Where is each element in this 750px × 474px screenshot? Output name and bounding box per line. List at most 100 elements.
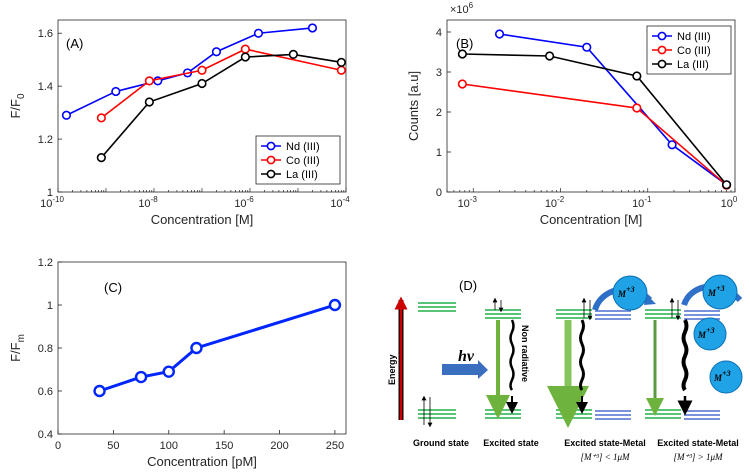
panel-b-multiplier: ×106 xyxy=(450,1,474,16)
panel-b-point xyxy=(457,49,467,59)
panel-a-point xyxy=(61,110,72,120)
panel-d-label: (D) xyxy=(459,278,477,293)
panel-a-point xyxy=(240,44,250,54)
panel-c-xlabel: Concentration [pM] xyxy=(147,454,257,469)
metal-ion-label-high-2: M+3 xyxy=(697,326,715,340)
panel-a-legend: Nd (III) Co (III) La (III) xyxy=(255,135,341,185)
panel-a-ytick-label: 1.2 xyxy=(38,134,53,146)
panel-c-label: (C) xyxy=(104,280,122,295)
legend-entry-label: La (III) xyxy=(286,169,318,181)
panel-a-point xyxy=(307,23,318,33)
panel-b-label: (B) xyxy=(456,36,473,51)
caption-ground-state: Ground state xyxy=(413,438,469,448)
panel-b-xtick-label: 10-2 xyxy=(545,195,565,210)
legend-swatch-marker xyxy=(266,169,276,179)
caption-excited-metal-high-condition: [M⁺³] > 1μM xyxy=(673,452,723,462)
panel-c-point xyxy=(328,298,342,312)
energy-label: Energy xyxy=(387,354,397,385)
panel-a-xtick-label: 10-8 xyxy=(138,195,158,210)
panel-a-point xyxy=(288,49,298,60)
panel-a-ylabel-sub: 0 xyxy=(16,93,27,99)
panel-c-xtick-label: 50 xyxy=(107,440,119,452)
non-radiative-label: Non radiative xyxy=(520,325,530,382)
svg-text:F/Fm: F/Fm xyxy=(8,334,27,362)
svg-text:F/F0: F/F0 xyxy=(8,93,27,119)
non-radiative-wave-metal-low xyxy=(579,319,585,391)
metal-ion-ball-high-3 xyxy=(709,360,743,394)
panel-a-ylabel: F/F0 xyxy=(8,93,27,119)
panel-b-ytick-label: 0 xyxy=(436,187,442,199)
hv-label: hν xyxy=(458,348,475,365)
legend-swatch-marker xyxy=(657,59,667,69)
metal-ion-ball-low xyxy=(612,275,648,311)
hv-arrow xyxy=(442,360,488,379)
panel-b-series-line-2 xyxy=(462,53,728,186)
panel-a-xtick-label: 10-4 xyxy=(330,195,350,210)
panel-a-point xyxy=(96,153,106,163)
panel-a-point xyxy=(336,57,346,67)
legend-swatch-marker xyxy=(657,45,667,55)
legend-swatch-marker xyxy=(657,31,667,41)
panel-a-point xyxy=(240,52,250,62)
panel-a-chart: (A) Concentration [M] F/F0 1 1.2 1.4 1.6 10-… xyxy=(8,19,350,227)
panel-b-ytick-label: 3 xyxy=(436,67,442,79)
panel-a-ylabel-main: F/F xyxy=(8,99,23,119)
panel-c-point xyxy=(93,384,106,398)
panel-c-xtick-label: 100 xyxy=(160,440,178,452)
panel-a-xtick-label: 10-10 xyxy=(40,195,64,210)
panel-b-point xyxy=(545,51,555,61)
panel-b-ytick-label: 4 xyxy=(436,27,442,39)
panel-c-ytick-label: 1 xyxy=(47,300,53,312)
metal-ion-label-high-3: M+3 xyxy=(713,369,731,383)
panel-b-ylabel: Counts [a.u] xyxy=(406,71,421,141)
non-radiative-wave-metal-high xyxy=(681,319,689,392)
panel-a-point xyxy=(197,65,207,75)
panel-c-ylabel: F/Fm xyxy=(8,334,27,362)
caption-excited-metal-low: Excited state-Metal xyxy=(564,438,646,448)
legend-entry-label: La (III) xyxy=(677,59,709,71)
legend-entry-label: Co (III) xyxy=(677,45,711,57)
panel-a-label: (A) xyxy=(66,36,83,51)
panel-c-xtick-label: 0 xyxy=(55,440,61,452)
panel-d-diagram: (D) Energy Non radiative hν M+3 xyxy=(387,274,743,462)
panel-a-point xyxy=(144,97,154,107)
panel-c-xtick-label: 150 xyxy=(215,440,233,452)
panel-b-series-line-0 xyxy=(499,33,728,186)
legend-swatch-marker xyxy=(266,141,276,151)
panel-a-xlabel: Concentration [M] xyxy=(151,212,254,227)
panel-c-ytick-label: 1.2 xyxy=(38,257,53,269)
panel-a-series-line-2 xyxy=(100,53,342,159)
panel-a-point xyxy=(197,78,207,89)
legend-swatch-marker xyxy=(266,155,276,165)
panel-a-point xyxy=(211,47,222,57)
panel-b-point xyxy=(632,103,642,113)
legend-entry-label: Nd (III) xyxy=(677,31,711,43)
panel-b-point xyxy=(667,140,677,150)
panel-c-ytick-label: 0.6 xyxy=(38,386,53,398)
panel-c-chart: (C) Concentration [pM] F/Fm 0.4 0.6 0.8 1 1.… xyxy=(8,257,347,469)
panel-b-xtick-label: 100 xyxy=(721,195,738,210)
panel-c-xtick-label: 200 xyxy=(270,440,288,452)
panel-a-ytick-label: 1.4 xyxy=(38,81,53,93)
caption-excited-metal-high: Excited state-Metal xyxy=(657,438,739,448)
panel-a-xtick-label: 10-6 xyxy=(234,195,254,210)
panel-b-point xyxy=(494,29,505,39)
panel-c-point xyxy=(134,370,148,384)
panel-c-ylabel-sub: m xyxy=(16,334,27,342)
panel-c-point xyxy=(162,365,175,378)
panel-c-ylabel-main: F/F xyxy=(8,342,23,362)
panel-b-xlabel: Concentration [M] xyxy=(540,212,643,227)
panel-c-xtick-label: 250 xyxy=(326,440,344,452)
panel-a-point xyxy=(336,65,346,75)
panel-b-point xyxy=(721,180,732,190)
panel-c-ytick-label: 0.4 xyxy=(38,429,53,441)
panel-c-point xyxy=(190,341,203,355)
caption-excited-metal-low-condition: [M⁺³] < 1μM xyxy=(580,452,630,462)
non-radiative-wave xyxy=(509,319,515,391)
panel-a-point xyxy=(144,76,154,86)
metal-ion-ball-high-2 xyxy=(693,317,727,351)
legend-entry-label: Nd (III) xyxy=(286,141,320,153)
metal-ion-label-low: M+3 xyxy=(617,285,635,299)
panel-b-point xyxy=(632,71,642,81)
